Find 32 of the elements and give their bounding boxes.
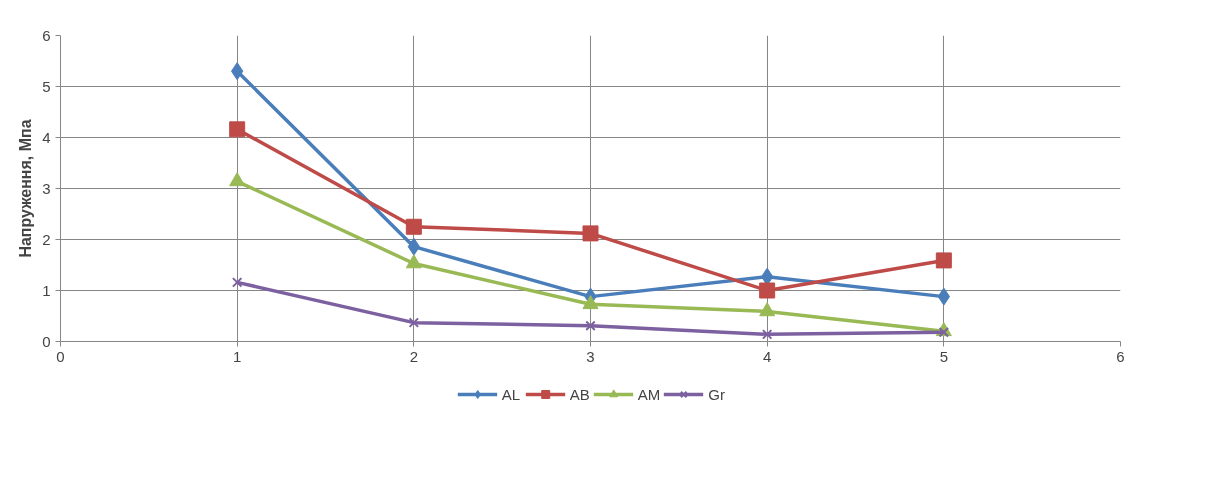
- point: [582, 295, 599, 310]
- point: [231, 277, 243, 288]
- point: [405, 218, 422, 235]
- x-tick-label: 3: [586, 347, 595, 365]
- y-axis-title: Напруження, Мпа: [17, 119, 35, 258]
- point: [229, 121, 246, 138]
- point: [935, 252, 952, 269]
- y-tick-label: 5: [42, 77, 51, 95]
- legend-label: AL: [501, 385, 522, 403]
- point: [761, 329, 773, 340]
- y-tick-label: 3: [42, 179, 51, 197]
- y-tick-label: 6: [42, 26, 51, 44]
- x-tick-label: 2: [409, 347, 419, 365]
- point: [759, 302, 776, 317]
- y-tick-label: 0: [42, 332, 51, 350]
- y-tick-label: 4: [42, 128, 51, 146]
- point: [405, 254, 422, 269]
- legend-label: Gr: [708, 385, 726, 403]
- x-tick-label: 0: [56, 347, 65, 365]
- x-tick-label: 6: [1116, 347, 1125, 365]
- x-tick-label: 4: [763, 347, 772, 365]
- point: [759, 282, 776, 299]
- point: [585, 320, 596, 331]
- x-tick-label: 1: [233, 347, 242, 365]
- legend-label: AM: [637, 385, 661, 403]
- legend-label: AB: [569, 385, 590, 403]
- x-tick-label: 5: [939, 347, 949, 365]
- point: [582, 225, 599, 242]
- y-tick-label: 1: [42, 281, 51, 299]
- point: [229, 172, 246, 187]
- point: [408, 317, 420, 328]
- y-tick-label: 2: [42, 230, 51, 248]
